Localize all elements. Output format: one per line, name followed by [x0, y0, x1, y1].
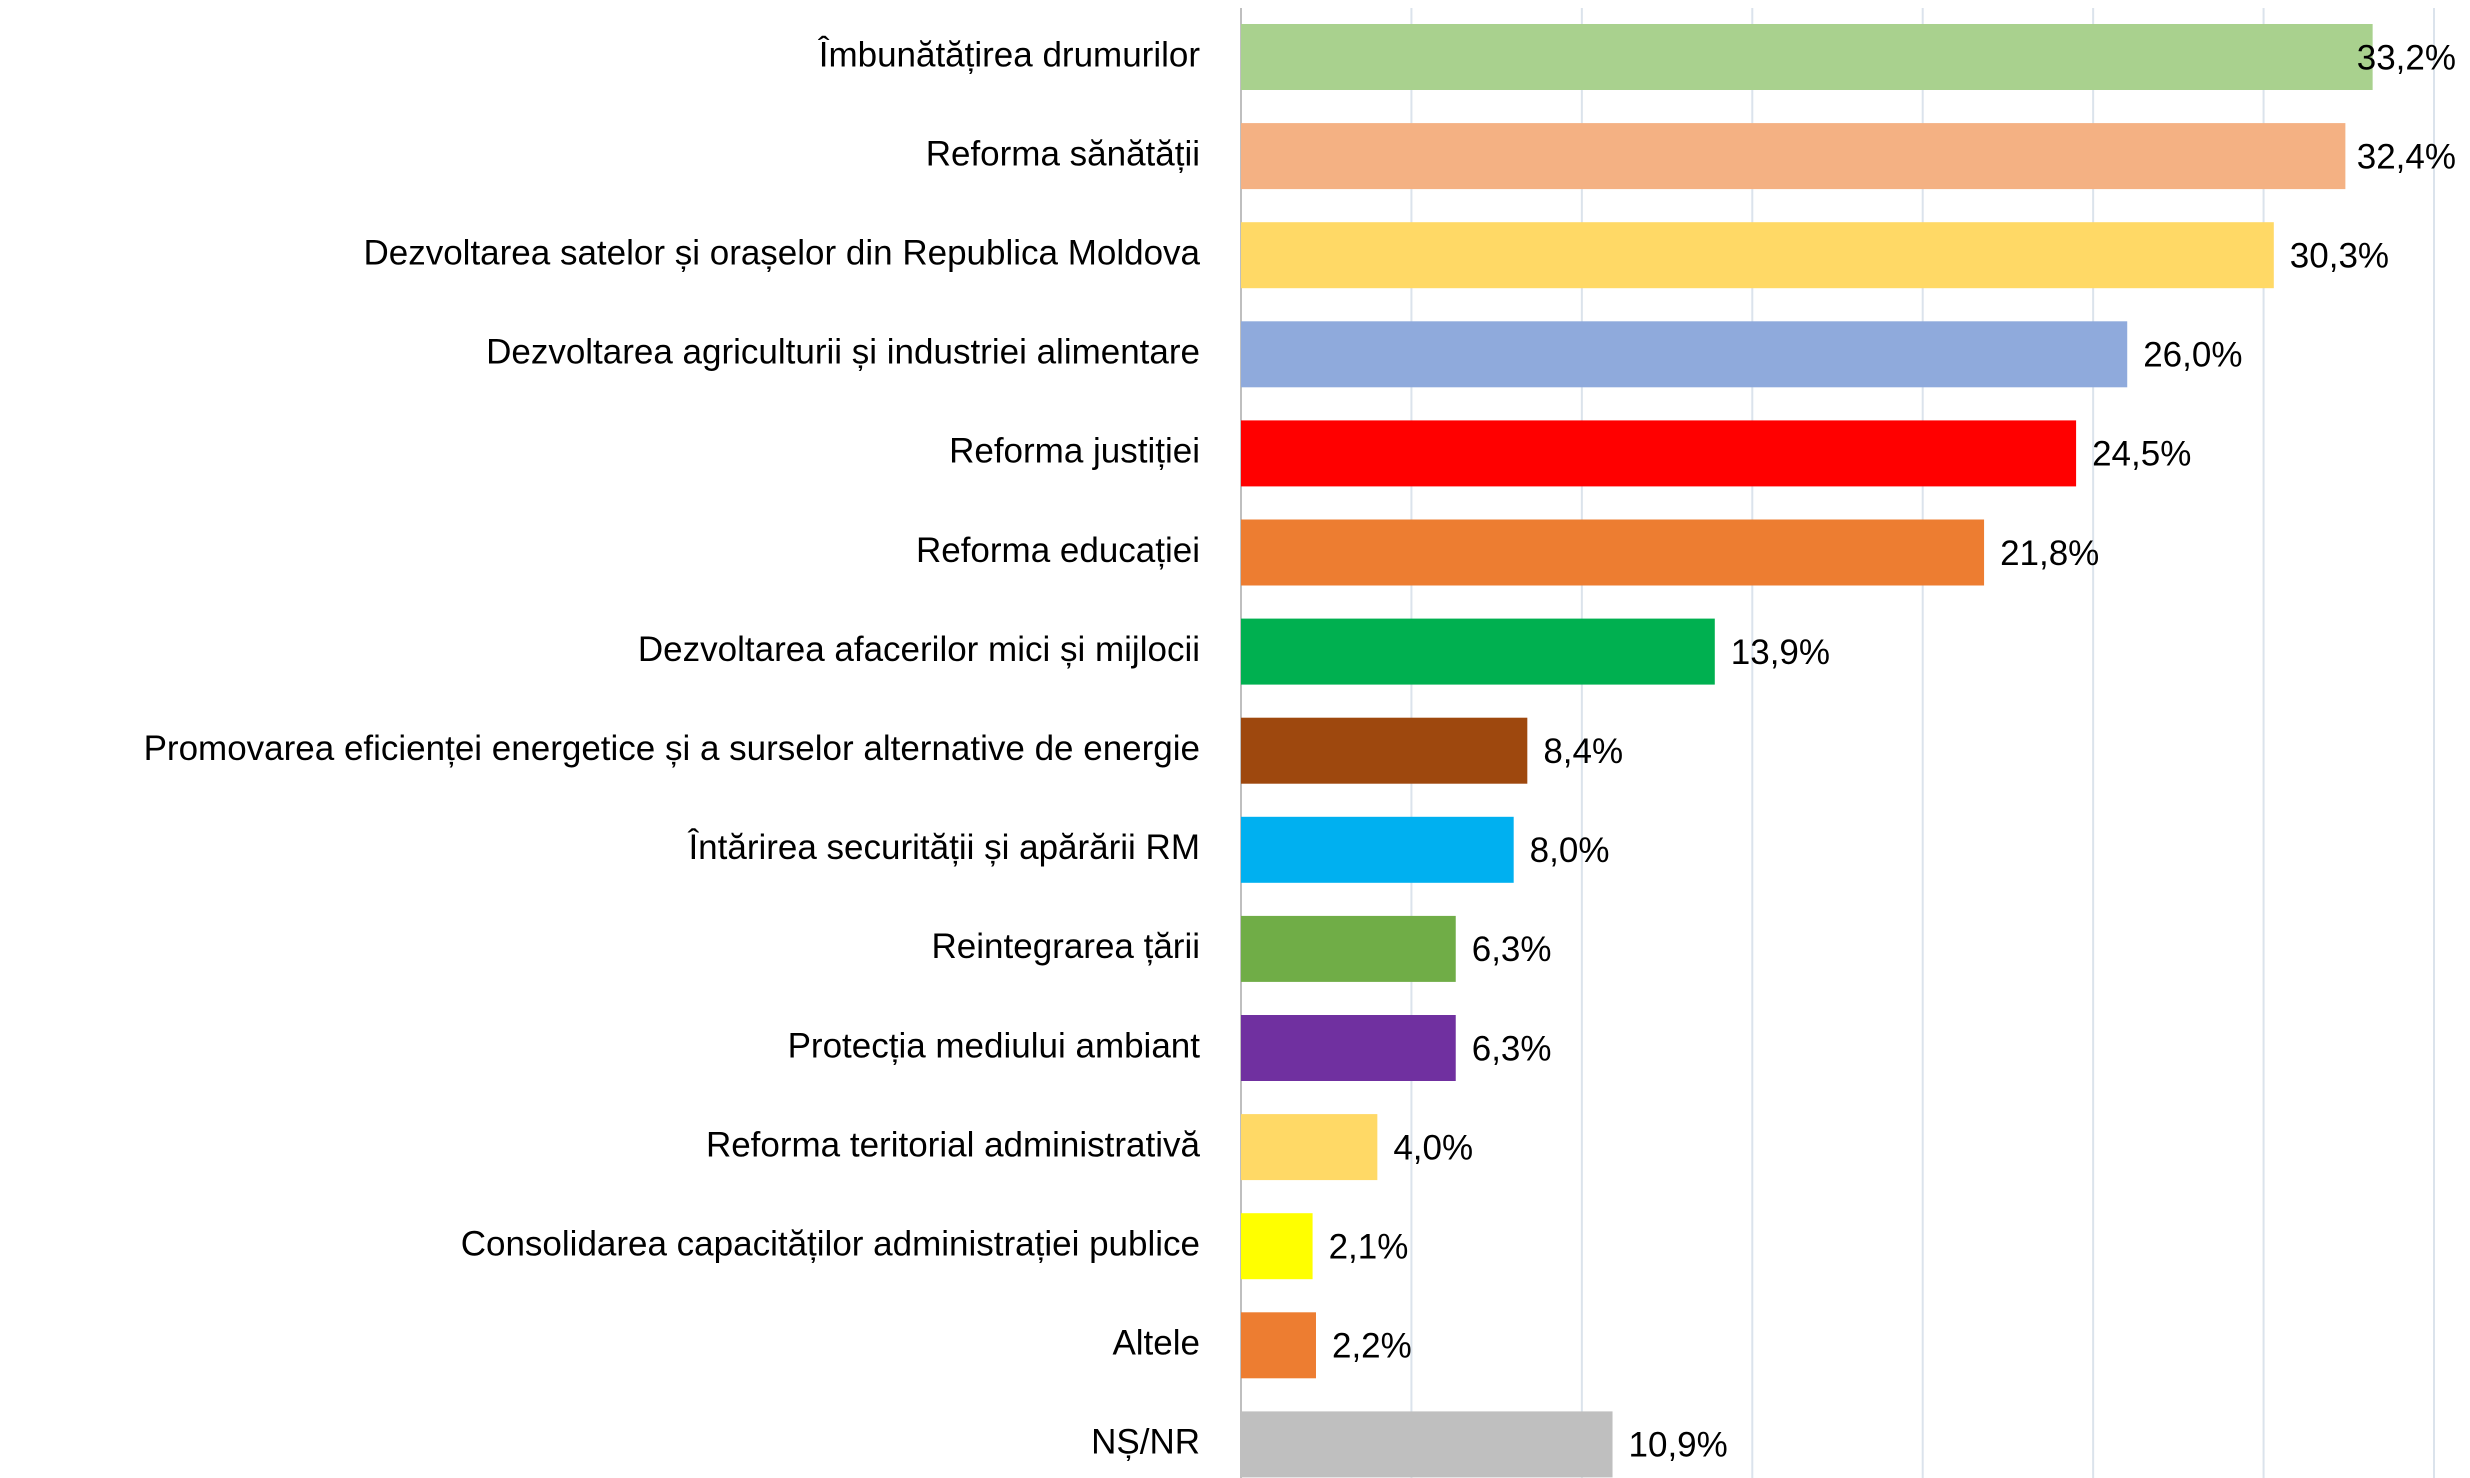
- data-label: 4,0%: [1393, 1128, 1473, 1167]
- data-label: 2,2%: [1332, 1327, 1412, 1366]
- bar: [1241, 717, 1528, 784]
- category-label: Îmbunătățirea drumurilor: [818, 35, 1201, 74]
- data-label: 33,2%: [2357, 38, 2456, 77]
- data-label: 8,4%: [1543, 732, 1623, 771]
- data-label: 8,0%: [1530, 831, 1610, 870]
- bar: [1241, 1213, 1313, 1280]
- category-label: Reforma justiției: [949, 432, 1200, 471]
- category-label: Promovarea eficienței energetice și a su…: [144, 729, 1200, 768]
- category-label: Protecția mediului ambiant: [788, 1026, 1201, 1065]
- bar: [1241, 222, 2274, 289]
- category-label: Dezvoltarea agriculturii și industriei a…: [486, 333, 1200, 372]
- category-label: NȘ/NR: [1091, 1423, 1200, 1462]
- bar: [1241, 321, 2128, 388]
- category-label: Dezvoltarea satelor și orașelor din Repu…: [363, 233, 1200, 272]
- category-label: Reforma teritorial administrativă: [706, 1125, 1201, 1164]
- category-label: Altele: [1112, 1324, 1200, 1363]
- bar: [1241, 1114, 1378, 1181]
- data-label: 24,5%: [2092, 435, 2191, 474]
- data-label: 13,9%: [1731, 633, 1830, 672]
- category-label: Reforma sănătății: [926, 134, 1200, 173]
- data-label: 26,0%: [2143, 336, 2242, 375]
- data-label: 6,3%: [1472, 930, 1552, 969]
- data-label: 6,3%: [1472, 1029, 1552, 1068]
- data-label: 32,4%: [2357, 137, 2456, 176]
- category-label: Dezvoltarea afacerilor mici și mijlocii: [638, 630, 1200, 669]
- bar: [1241, 618, 1715, 685]
- category-label: Consolidarea capacităților administrație…: [461, 1224, 1200, 1263]
- bar: [1241, 24, 2373, 90]
- category-label: Reintegrarea țării: [932, 927, 1200, 966]
- bar: [1241, 1312, 1316, 1379]
- bar: [1241, 915, 1456, 982]
- data-label: 21,8%: [2000, 534, 2099, 573]
- data-label: 30,3%: [2290, 236, 2389, 275]
- category-label: Reforma educației: [916, 531, 1200, 570]
- bar: [1241, 123, 2346, 190]
- data-label: 10,9%: [1629, 1426, 1728, 1465]
- bar: [1241, 1015, 1456, 1081]
- bar: [1241, 519, 1985, 586]
- bar: [1241, 1411, 1613, 1478]
- category-label: Întărirea securității și apărării RM: [687, 828, 1200, 867]
- data-label: 2,1%: [1329, 1227, 1409, 1266]
- bar: [1241, 816, 1514, 883]
- bar: [1241, 420, 2077, 487]
